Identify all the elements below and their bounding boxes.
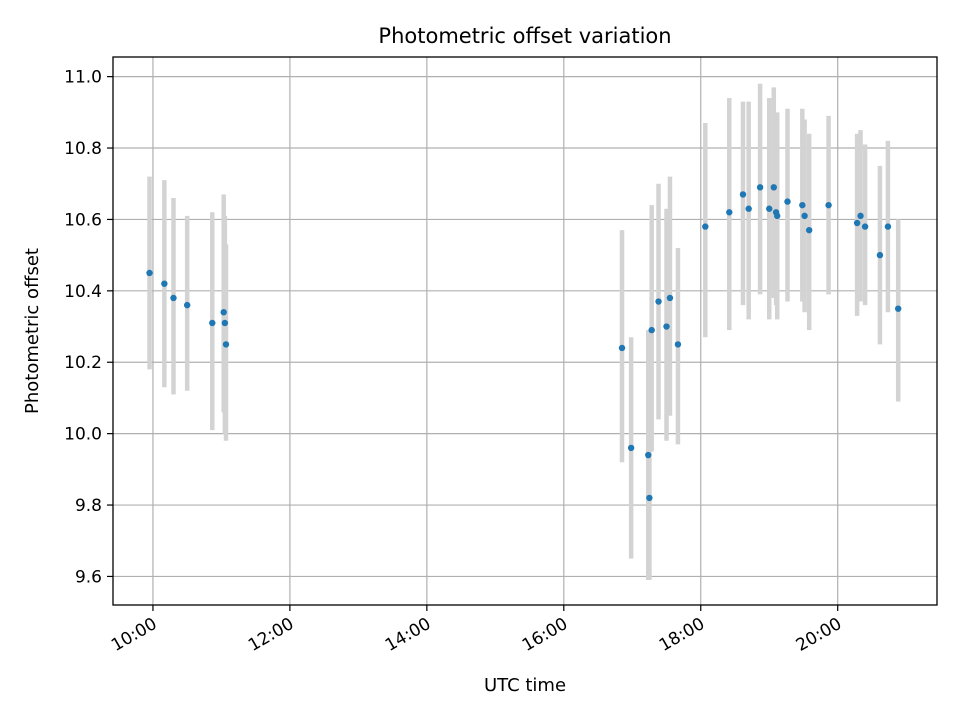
data-point	[876, 251, 884, 259]
data-points	[146, 184, 902, 502]
data-point	[784, 198, 791, 205]
chart-title: Photometric offset variation	[378, 24, 671, 48]
y-tick-label: 10.2	[64, 353, 102, 373]
data-point	[161, 280, 168, 287]
data-point	[674, 341, 682, 348]
data-point	[799, 201, 806, 209]
x-axis-title: UTC time	[484, 675, 566, 696]
data-point	[170, 294, 177, 302]
data-point	[627, 444, 635, 452]
data-point	[745, 205, 752, 212]
y-tick-label: 9.6	[75, 567, 102, 587]
data-point	[222, 341, 230, 348]
data-point	[801, 212, 808, 220]
data-point	[726, 209, 733, 216]
data-point	[774, 212, 781, 220]
y-tick-label: 9.8	[75, 496, 102, 516]
grid	[113, 57, 937, 605]
data-point	[209, 319, 216, 327]
data-point	[221, 319, 229, 327]
data-point	[884, 223, 892, 230]
data-point	[825, 201, 832, 209]
y-tick-label: 10.8	[64, 139, 102, 159]
data-point	[220, 309, 227, 316]
y-tick-label: 10.4	[64, 282, 102, 302]
data-point	[805, 226, 813, 234]
data-point	[702, 223, 709, 230]
data-point	[663, 323, 670, 330]
data-point	[146, 269, 153, 277]
data-point	[857, 212, 864, 220]
data-point	[646, 494, 653, 502]
data-point	[894, 305, 902, 312]
y-tick-label: 10.6	[64, 210, 102, 230]
data-point	[648, 326, 655, 334]
data-point	[739, 191, 747, 198]
data-point	[183, 301, 191, 309]
y-axis-title: Photometric offset	[22, 248, 43, 414]
data-point	[853, 219, 861, 227]
data-point	[770, 184, 777, 191]
data-point	[666, 294, 674, 302]
data-point	[756, 184, 764, 191]
data-point	[766, 205, 773, 212]
plot-frame	[112, 56, 938, 606]
data-point	[861, 223, 869, 230]
y-tick-label: 10.0	[64, 425, 102, 445]
y-tick-label: 11.0	[64, 68, 102, 88]
data-point	[655, 298, 662, 305]
data-point	[618, 344, 626, 352]
data-point	[645, 451, 652, 459]
